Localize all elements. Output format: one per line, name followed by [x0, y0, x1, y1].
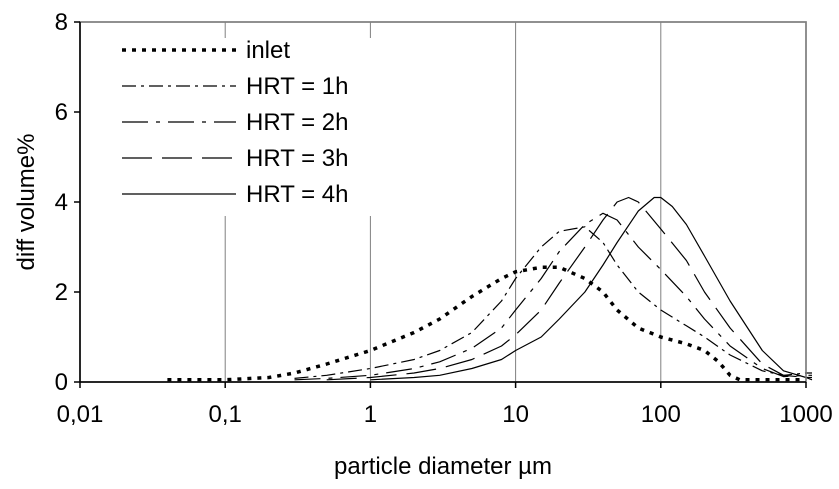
series-line-1 [167, 265, 806, 382]
y-tick-label: 6 [55, 99, 68, 126]
series-line-3 [294, 212, 812, 381]
series-line-4 [326, 196, 812, 381]
legend-label-3: HRT = 2h [246, 109, 349, 136]
x-ticks: 0,01 0,1 1 10 100 1000 [57, 382, 833, 428]
y-tick-label: 4 [55, 189, 68, 216]
y-ticks: 0 2 4 6 8 [55, 9, 80, 396]
x-tick-label: 100 [641, 401, 681, 428]
legend-label-4: HRT = 3h [246, 145, 349, 172]
y-tick-label: 8 [55, 9, 68, 36]
x-axis-title: particle diameter µm [334, 453, 552, 480]
series-line-2 [294, 226, 812, 379]
legend-label-1: inlet [246, 37, 290, 64]
y-tick-label: 0 [55, 369, 68, 396]
legend: inlet HRT = 1h HRT = 2h HRT = 3h HRT = 4h [122, 37, 349, 208]
legend-label-2: HRT = 1h [246, 73, 349, 100]
series-lines [167, 196, 813, 382]
series-line-5 [370, 196, 813, 381]
y-axis-title: diff volume% [13, 134, 40, 271]
legend-box [112, 38, 382, 216]
x-tick-label: 0,1 [209, 401, 242, 428]
x-tick-label: 10 [502, 401, 529, 428]
legend-label-5: HRT = 4h [246, 181, 349, 208]
x-tick-label: 0,01 [57, 401, 104, 428]
x-tick-label: 1000 [779, 401, 832, 428]
x-tick-label: 1 [364, 401, 377, 428]
y-tick-label: 2 [55, 279, 68, 306]
